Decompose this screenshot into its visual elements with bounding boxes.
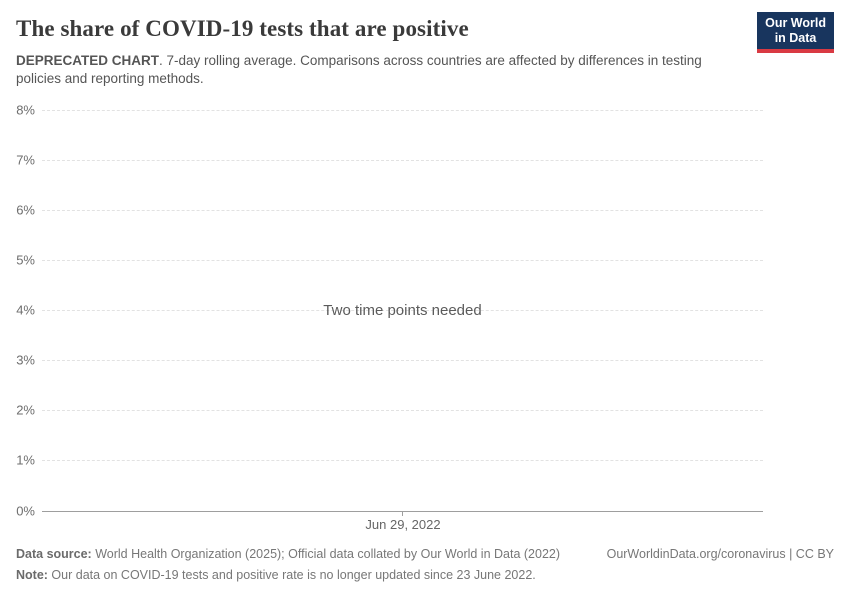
gridline [42, 410, 763, 411]
x-axis-tick-label: Jun 29, 2022 [365, 517, 441, 532]
gridline [42, 360, 763, 361]
chart-title: The share of COVID-19 tests that are pos… [16, 16, 469, 41]
chart-subtitle-text: . 7-day rolling average. Comparisons acr… [16, 53, 702, 86]
y-axis-tick-label: 6% [16, 202, 35, 218]
data-source-text: Data source: World Health Organization (… [16, 544, 560, 565]
y-axis-tick-label: 2% [16, 402, 35, 418]
y-axis-tick-label: 1% [16, 452, 35, 468]
data-source-label: Data source: [16, 547, 92, 561]
footer-note-row: Note: Our data on COVID-19 tests and pos… [16, 565, 834, 586]
chart-footer: Data source: World Health Organization (… [16, 544, 834, 586]
chart-subtitle: DEPRECATED CHART. 7-day rolling average.… [16, 52, 716, 88]
note-label: Note: [16, 568, 48, 582]
empty-state-message: Two time points needed [323, 302, 482, 319]
gridline [42, 460, 763, 461]
x-axis-tick-mark [402, 511, 403, 516]
y-axis-tick-label: 4% [16, 302, 35, 318]
data-source-value: World Health Organization (2025); Offici… [91, 547, 561, 561]
footer-source-row: Data source: World Health Organization (… [16, 544, 834, 565]
gridline [42, 210, 763, 211]
note-value: Our data on COVID-19 tests and positive … [47, 568, 536, 582]
gridline [42, 310, 763, 311]
owid-logo-line2: in Data [774, 31, 817, 45]
owid-logo-line1: Our World [765, 16, 826, 30]
owid-coronavirus-link[interactable]: OurWorldinData.org/coronavirus | CC BY [606, 547, 834, 561]
gridline [42, 260, 763, 261]
owid-logo[interactable]: Our World in Data [757, 12, 834, 53]
deprecated-label: DEPRECATED CHART [16, 53, 160, 68]
gridline [42, 160, 763, 161]
y-axis-tick-label: 5% [16, 252, 35, 268]
y-axis-tick-label: 7% [16, 152, 35, 168]
y-axis-tick-label: 8% [16, 102, 35, 118]
gridline [42, 110, 763, 111]
y-axis-tick-label: 0% [16, 503, 35, 519]
y-axis-tick-label: 3% [16, 352, 35, 368]
